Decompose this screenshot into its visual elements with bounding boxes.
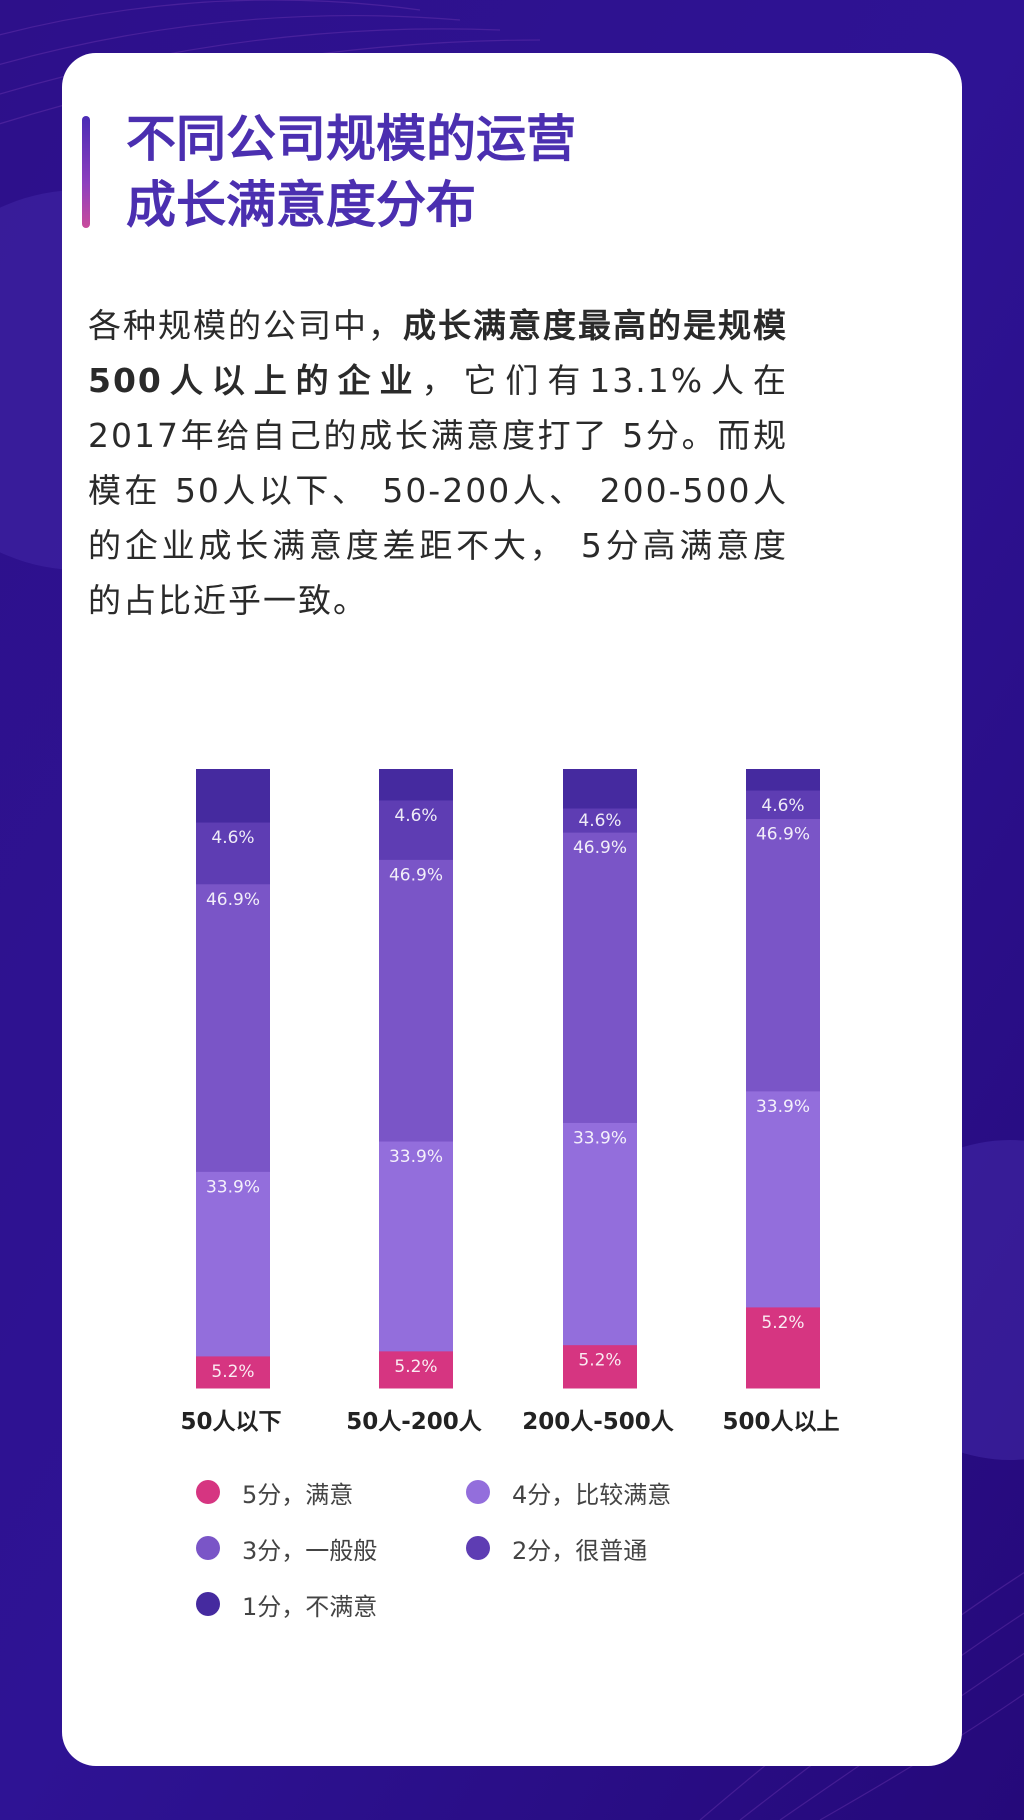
description-paragraph: 各种规模的公司中，成长满意度最高的是规模 500人以上的企业，它们有13.1%人… [88,298,788,628]
legend-swatch [466,1480,490,1504]
page-title: 不同公司规模的运营 成长满意度分布 [126,106,826,238]
bar-segment [563,769,637,809]
bar-value-label: 5.2% [394,1357,437,1377]
bar-segment [563,832,637,1123]
bar-segment [196,1355,270,1389]
bar-segment [379,859,453,1142]
bar-segment [563,1344,637,1389]
bar-segment [379,1350,453,1389]
bar-value-label: 5.2% [211,1362,254,1382]
bar-segment [746,818,820,1092]
bar-value-label: 46.9% [389,865,443,885]
bar-stack-4: 5.2% 33.9% 46.9% 4.6% [746,769,820,1389]
x-tick-label: 50人以下 [180,1409,281,1435]
bar-value-label: 46.9% [206,890,260,910]
bar-stack-1: 5.2% 33.9% 46.9% 4.6% [196,769,270,1389]
legend-label: 3分，一般般 [242,1536,378,1565]
legend-label: 5分，满意 [242,1480,354,1509]
title-accent-bar [82,116,90,228]
bar-segment [196,883,270,1172]
legend-swatch [196,1592,220,1616]
bar-segment [379,769,453,801]
bar-value-label: 4.6% [394,806,437,826]
legend-label: 1分，不满意 [242,1592,378,1621]
bar-stack-2: 5.2% 33.9% 46.9% 4.6% [379,769,453,1389]
bar-value-label: 33.9% [206,1177,260,1197]
bar-segment [196,1171,270,1357]
legend-label: 4分，比较满意 [512,1480,672,1509]
bar-segment [379,799,453,860]
x-tick-label: 50人-200人 [346,1409,483,1435]
bar-value-label: 33.9% [756,1097,810,1117]
bar-value-label: 46.9% [573,838,627,858]
description-highlight: 成长满意度最高的是规模 500人以上的企业 [88,306,788,400]
bar-value-label: 46.9% [756,825,810,845]
bar-value-label: 5.2% [578,1351,621,1371]
bar-segment [563,807,637,833]
legend-item: 1分，不满意 [196,1584,377,1624]
legend-label: 2分，很普通 [512,1536,648,1565]
legend-swatch [196,1480,220,1504]
bar-value-label: 5.2% [761,1313,804,1333]
bar-value-label: 33.9% [389,1147,443,1167]
description-part-2: ，它们有13.1%人在 2017年给自己的成长满意度打了 5分。而规模在 50人… [88,361,788,620]
bar-segment [746,1306,820,1389]
legend-item: 2分，很普通 [466,1528,647,1568]
legend-item: 4分，比较满意 [466,1472,671,1512]
bar-segment [563,1122,637,1346]
bar-value-label: 4.6% [578,811,621,831]
bar-value-label: 33.9% [573,1128,627,1148]
bar-segment [196,822,270,885]
legend-swatch [196,1536,220,1560]
title-line-2: 成长满意度分布 [126,176,476,234]
bar-segment [746,790,820,820]
legend-item: 5分，满意 [196,1472,353,1512]
bar-value-label: 4.6% [211,828,254,848]
bar-segment [379,1141,453,1352]
bar-segment [196,769,270,823]
x-tick-label: 200人-500人 [522,1409,675,1435]
legend-item: 3分，一般般 [196,1528,377,1568]
legend-swatch [466,1536,490,1560]
description-part-1: 各种规模的公司中， [88,306,403,345]
bar-stack-3: 5.2% 33.9% 46.9% 4.6% [563,769,637,1389]
bar-segment [746,1090,820,1308]
title-line-1: 不同公司规模的运营 [126,110,576,168]
bar-value-label: 4.6% [761,796,804,816]
x-tick-label: 500人以上 [722,1409,839,1435]
bar-segment [746,769,820,791]
